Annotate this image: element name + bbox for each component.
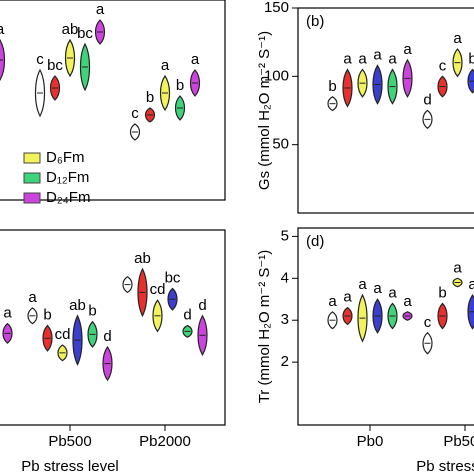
significance-letter: a	[3, 305, 12, 322]
y-tick-label: 50	[272, 136, 289, 153]
x-tick-label: Pb500	[443, 433, 474, 450]
x-tick-label: Pb2000	[139, 433, 191, 450]
significance-letter: a	[403, 293, 412, 310]
significance-letter: a	[373, 280, 382, 297]
significance-letter: b	[43, 307, 51, 324]
significance-letter: a	[453, 259, 462, 276]
significance-letter: a	[358, 276, 367, 293]
x-axis-title: Pb stress level	[21, 458, 119, 474]
plot-area: ccbcbababcbaaa	[0, 1, 201, 141]
significance-letter: cd	[150, 281, 166, 298]
significance-letter: a	[96, 1, 105, 18]
significance-letter: d	[103, 328, 111, 345]
significance-letter: bc	[165, 269, 181, 286]
significance-letter: cd	[55, 326, 71, 343]
significance-letter: ab	[62, 21, 79, 38]
y-tick-label: 4	[281, 269, 289, 286]
significance-letter: a	[28, 289, 37, 306]
y-tick-label: 2	[281, 353, 289, 370]
significance-letter: b	[328, 78, 336, 95]
significance-letter: a	[161, 57, 170, 74]
significance-letter: b	[438, 284, 446, 301]
significance-letter: d	[198, 297, 206, 314]
plot-frame	[297, 7, 474, 214]
plot-frame	[297, 227, 474, 426]
significance-letter: a	[388, 284, 397, 301]
panel-label: (d)	[306, 233, 324, 250]
significance-letter: b	[176, 77, 184, 94]
legend-label: D₁₂Fm	[46, 169, 89, 186]
x-tick-label: Pb0	[357, 433, 384, 450]
significance-letter: bc	[77, 25, 93, 42]
plot-frame	[0, 229, 226, 426]
legend-swatch	[23, 172, 41, 184]
significance-letter: a	[343, 50, 352, 67]
significance-letter: ab	[69, 297, 86, 314]
significance-letter: bc	[47, 57, 63, 74]
significance-letter: c	[36, 51, 44, 68]
significance-letter: a	[373, 46, 382, 63]
significance-letter: a	[328, 293, 337, 310]
y-tick-label: 100	[264, 67, 289, 84]
significance-letter: a	[191, 51, 200, 68]
y-axis-title: Tr (mmol H₂O m⁻² S⁻¹)	[256, 250, 273, 404]
significance-letter: d	[423, 91, 431, 108]
significance-letter: d	[183, 307, 191, 324]
significance-letter: c	[131, 105, 139, 122]
significance-letter: a	[343, 289, 352, 306]
significance-letter: b	[88, 303, 96, 320]
significance-letter: a	[0, 21, 5, 38]
significance-letter: a	[453, 30, 462, 47]
significance-letter: a	[358, 50, 367, 67]
legend-label: D₆Fm	[46, 149, 85, 166]
legend-swatch	[23, 192, 41, 204]
significance-letter: a	[468, 276, 474, 293]
legend-swatch	[23, 152, 41, 164]
significance-letter: c	[424, 314, 432, 331]
x-axis-title: Pb stress level	[416, 458, 474, 474]
significance-letter: c	[439, 57, 447, 74]
y-tick-label: 3	[281, 311, 289, 328]
significance-letter: b	[468, 50, 474, 67]
significance-letter: a	[388, 50, 397, 67]
plot-frame	[0, 0, 226, 201]
significance-letter: b	[146, 89, 154, 106]
significance-letter: a	[403, 41, 412, 58]
legend-label: D₂₄Fm	[46, 189, 90, 206]
y-axis-title: Gs (mmol H₂O m⁻² S⁻¹)	[256, 31, 273, 190]
y-tick-label: 150	[264, 0, 289, 16]
x-tick-label: Pb500	[48, 433, 91, 450]
significance-letter: ab	[134, 250, 151, 267]
panel-label: (b)	[306, 13, 324, 30]
y-tick-label: 5	[281, 227, 289, 244]
